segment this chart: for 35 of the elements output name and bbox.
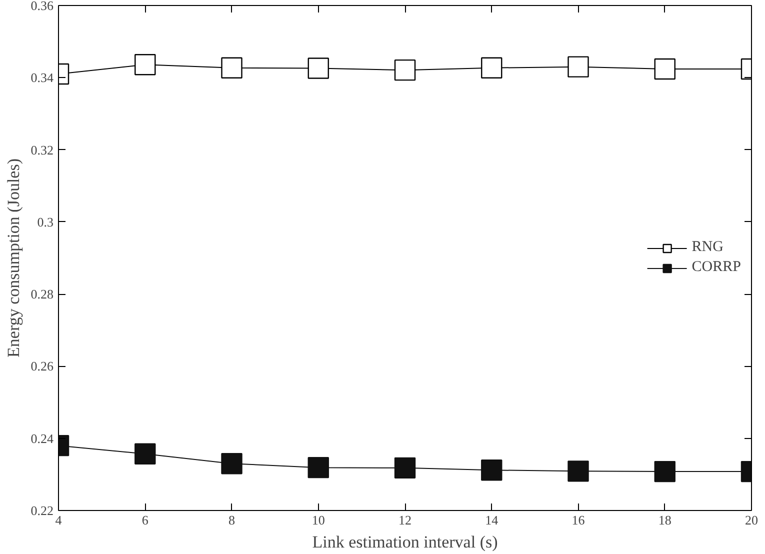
point	[134, 443, 156, 464]
x-tick-label: 8	[228, 512, 235, 528]
point	[308, 58, 329, 79]
x-tick-label: 18	[658, 512, 672, 528]
point	[221, 453, 242, 474]
y-tick-label: 0.28	[30, 286, 54, 302]
point	[568, 56, 589, 78]
point	[481, 460, 502, 481]
point	[221, 57, 242, 79]
y-tick-label: 0.36	[30, 0, 54, 13]
y-tick-label: 0.22	[30, 503, 54, 518]
x-tick-label: 16	[572, 512, 586, 528]
y-tick-label: 0.24	[30, 430, 54, 446]
y-tick-label: 0.32	[30, 142, 54, 158]
y-tick-label: 0.3	[37, 214, 54, 230]
y-tick-label: 0.34	[30, 70, 54, 86]
x-tick-label: 4	[55, 512, 62, 528]
x-tick-label: 12	[398, 512, 412, 528]
point	[134, 54, 156, 76]
point	[654, 58, 676, 80]
point	[394, 457, 416, 479]
x-axis-title: Link estimation interval (s)	[312, 532, 498, 552]
point	[568, 460, 589, 482]
legend-label: RNG	[692, 239, 724, 256]
x-tick-label: 20	[745, 512, 758, 528]
point	[394, 59, 416, 81]
point	[481, 57, 502, 79]
point	[308, 456, 329, 478]
y-tick-label: 0.26	[30, 358, 54, 374]
y-axis-title: Energy consumption (Joules)	[4, 158, 23, 358]
legend-label: CORRP	[692, 259, 741, 276]
x-tick-label: 10	[312, 512, 325, 528]
x-tick-label: 14	[485, 512, 499, 528]
point	[654, 460, 676, 482]
x-tick-label: 6	[142, 512, 149, 528]
